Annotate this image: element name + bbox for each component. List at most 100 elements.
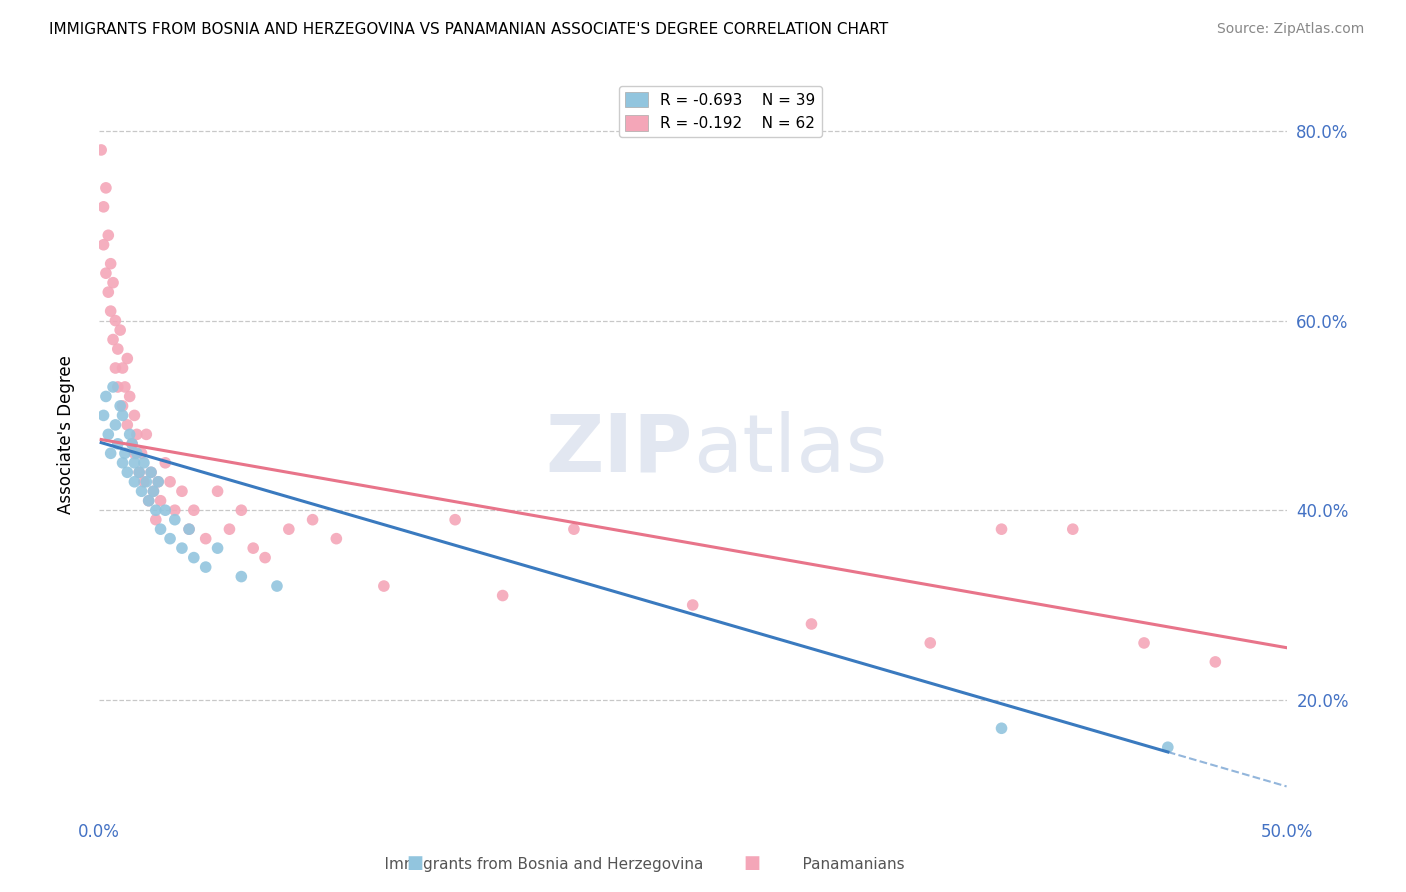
Point — [194, 532, 217, 546]
Point — [104, 417, 127, 432]
Point — [135, 475, 157, 489]
Point — [254, 550, 277, 565]
Point — [118, 427, 141, 442]
Point — [139, 465, 162, 479]
Point — [135, 427, 157, 442]
Point — [101, 276, 124, 290]
Point — [104, 313, 127, 327]
Point — [100, 304, 122, 318]
Point — [131, 484, 153, 499]
Point — [121, 437, 143, 451]
Point — [301, 513, 323, 527]
Point — [107, 342, 129, 356]
Point — [107, 380, 129, 394]
Point — [125, 427, 148, 442]
Point — [145, 513, 167, 527]
Point — [117, 465, 139, 479]
Point — [111, 456, 134, 470]
Point — [218, 522, 240, 536]
Point — [132, 475, 155, 489]
Text: atlas: atlas — [693, 410, 887, 489]
Legend: R = -0.693    N = 39, R = -0.192    N = 62: R = -0.693 N = 39, R = -0.192 N = 62 — [619, 86, 821, 137]
Point — [142, 484, 165, 499]
Point — [104, 361, 127, 376]
Point — [97, 427, 120, 442]
Point — [177, 522, 200, 536]
Point — [124, 446, 146, 460]
Text: Source: ZipAtlas.com: Source: ZipAtlas.com — [1216, 22, 1364, 37]
Point — [114, 446, 136, 460]
Text: Panamanians: Panamanians — [783, 857, 904, 872]
Point — [111, 399, 134, 413]
Point — [170, 541, 193, 556]
Point — [101, 380, 124, 394]
Point — [132, 456, 155, 470]
Point — [682, 598, 704, 612]
Point — [107, 437, 129, 451]
Point — [145, 503, 167, 517]
Point — [93, 409, 115, 423]
Point — [149, 493, 172, 508]
Point — [231, 503, 253, 517]
Point — [1133, 636, 1156, 650]
Point — [990, 721, 1012, 735]
Point — [142, 484, 165, 499]
Point — [155, 456, 177, 470]
Point — [159, 532, 181, 546]
Point — [128, 465, 150, 479]
Point — [155, 503, 177, 517]
Point — [138, 493, 160, 508]
Point — [124, 409, 146, 423]
Point — [373, 579, 395, 593]
Point — [138, 493, 160, 508]
Text: ■: ■ — [406, 855, 423, 872]
Point — [1157, 740, 1180, 755]
Point — [117, 417, 139, 432]
Y-axis label: Associate's Degree: Associate's Degree — [58, 355, 75, 514]
Point — [1062, 522, 1084, 536]
Point — [124, 475, 146, 489]
Point — [100, 257, 122, 271]
Point — [121, 437, 143, 451]
Point — [277, 522, 299, 536]
Point — [170, 484, 193, 499]
Point — [207, 484, 229, 499]
Point — [97, 228, 120, 243]
Point — [242, 541, 264, 556]
Point — [108, 399, 131, 413]
Point — [93, 200, 115, 214]
Point — [207, 541, 229, 556]
Point — [117, 351, 139, 366]
Point — [159, 475, 181, 489]
Point — [444, 513, 467, 527]
Point — [94, 389, 117, 403]
Point — [94, 266, 117, 280]
Point — [325, 532, 347, 546]
Point — [492, 589, 515, 603]
Point — [97, 285, 120, 300]
Point — [111, 409, 134, 423]
Point — [183, 503, 205, 517]
Point — [148, 475, 170, 489]
Point — [177, 522, 200, 536]
Point — [194, 560, 217, 574]
Point — [990, 522, 1012, 536]
Point — [124, 456, 146, 470]
Point — [266, 579, 288, 593]
Point — [94, 181, 117, 195]
Point — [562, 522, 585, 536]
Point — [128, 465, 150, 479]
Text: ZIP: ZIP — [546, 410, 693, 489]
Point — [131, 446, 153, 460]
Point — [183, 550, 205, 565]
Point — [163, 503, 186, 517]
Point — [148, 475, 170, 489]
Point — [231, 569, 253, 583]
Point — [101, 333, 124, 347]
Point — [163, 513, 186, 527]
Point — [1204, 655, 1226, 669]
Text: ■: ■ — [744, 855, 761, 872]
Point — [108, 323, 131, 337]
Point — [90, 143, 112, 157]
Point — [93, 237, 115, 252]
